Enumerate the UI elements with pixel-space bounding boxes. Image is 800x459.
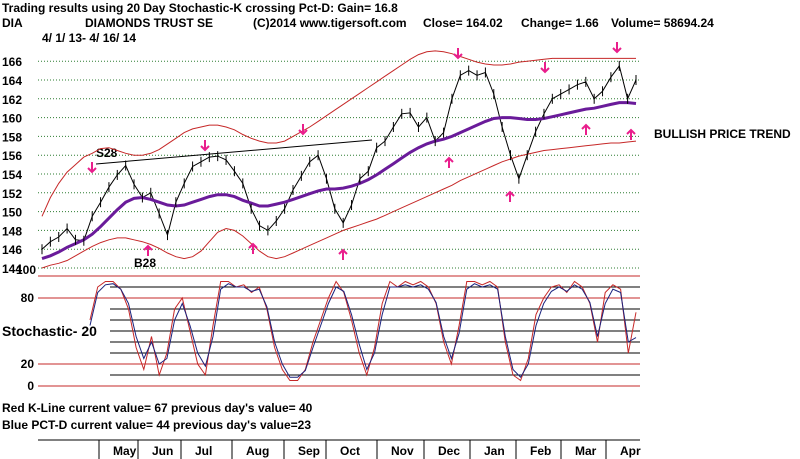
month-label: Sep xyxy=(298,444,320,458)
price-tick-label: 164 xyxy=(2,74,22,88)
price-tick-label: 154 xyxy=(2,168,22,182)
b28-label: B28 xyxy=(134,256,157,270)
buy-arrow-icon xyxy=(505,190,515,202)
sell-arrow-icon xyxy=(612,42,622,54)
month-label: May xyxy=(113,444,137,458)
month-label: Oct xyxy=(340,444,360,458)
price-tick-label: 148 xyxy=(2,224,22,238)
sell-arrow-icon xyxy=(453,48,463,60)
price-line xyxy=(41,64,637,250)
month-label: Jan xyxy=(484,444,505,458)
sell-arrow-icon xyxy=(200,140,210,152)
month-label: Apr xyxy=(620,444,641,458)
price-tick-label: 146 xyxy=(2,243,22,257)
ticker-symbol: DIA xyxy=(2,16,23,30)
sell-arrow-icon xyxy=(87,162,97,174)
price-tick-label: 150 xyxy=(2,206,22,220)
buy-arrow-icon xyxy=(143,244,153,256)
sell-arrow-icon xyxy=(540,62,550,74)
price-tick-label: 158 xyxy=(2,130,22,144)
price-tick-label: 144 xyxy=(2,262,22,276)
buy-arrow-icon xyxy=(581,123,591,135)
stoch-k-line xyxy=(89,280,637,382)
buy-arrow-icon xyxy=(338,248,348,260)
volume-value: Volume= 58694.24 xyxy=(611,16,714,30)
month-label: Dec xyxy=(438,444,460,458)
price-tick-label: 166 xyxy=(2,55,22,69)
close-value: Close= 164.02 xyxy=(423,16,503,30)
month-label: Mar xyxy=(575,444,597,458)
buy-arrow-icon xyxy=(444,156,454,168)
price-tick-label: 160 xyxy=(2,112,22,126)
resistance-trendline xyxy=(95,139,373,165)
stoch-tick-label: 0 xyxy=(27,379,34,393)
copyright: (C)2014 www.tigersoft.com xyxy=(253,16,407,30)
date-range: 4/ 1/ 13- 4/ 16/ 14 xyxy=(42,31,137,45)
price-tick-label: 162 xyxy=(2,93,22,107)
price-tick-label: 152 xyxy=(2,187,22,201)
moving-average-line xyxy=(41,101,637,261)
s28-label: S28 xyxy=(96,146,118,160)
red-k-value: Red K-Line current value= 67 previous da… xyxy=(2,401,313,415)
lower-band-line xyxy=(41,140,637,269)
fund-name: DIAMONDS TRUST SE xyxy=(85,16,214,30)
blue-d-value: Blue PCT-D current value= 44 previous da… xyxy=(2,418,311,432)
upper-band-line xyxy=(41,50,636,217)
buy-arrow-icon xyxy=(626,128,636,140)
price-tick-label: 156 xyxy=(2,149,22,163)
stoch-tick-label: 100 xyxy=(16,263,36,277)
month-label: Feb xyxy=(530,444,551,458)
stoch-tick-label: 20 xyxy=(21,357,35,371)
month-label: Jul xyxy=(195,444,212,458)
trend-label: BULLISH PRICE TREND xyxy=(654,127,791,141)
stoch-tick-label: 80 xyxy=(21,291,35,305)
stochastic-label: Stochastic- 20 xyxy=(2,323,97,339)
stoch-d-line xyxy=(89,283,637,379)
change-value: Change= 1.66 xyxy=(521,16,599,30)
chart-header-line1: Trading results using 20 Day Stochastic-… xyxy=(2,1,398,15)
sell-arrow-icon xyxy=(298,124,308,136)
buy-arrow-icon xyxy=(248,242,258,254)
month-label: Aug xyxy=(246,444,269,458)
month-label: Nov xyxy=(391,444,414,458)
month-label: Jun xyxy=(152,444,173,458)
